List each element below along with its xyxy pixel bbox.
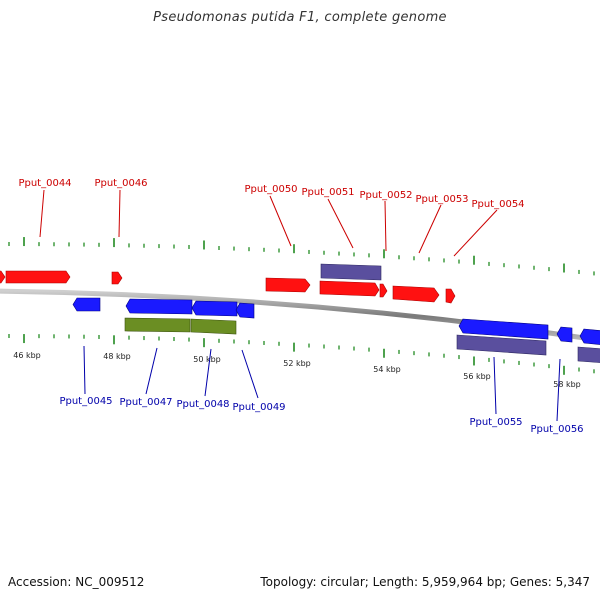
scale-labels: 46 kbp 48 kbp 50 kbp 52 kbp 54 kbp 56 kb… [13, 351, 581, 389]
scale-ticks-top [8, 237, 595, 276]
label-pput-0044[interactable]: Pput_0044 [18, 178, 71, 189]
green-features [124, 317, 237, 335]
gene-arrow-left-partial[interactable] [0, 270, 6, 284]
feature-0047-green[interactable] [124, 317, 191, 333]
scale-label-50kbp: 50 kbp [193, 355, 221, 364]
label-pput-0046[interactable]: Pput_0046 [94, 178, 147, 189]
purple-features [320, 263, 600, 363]
forward-labels: Pput_0044 Pput_0046 Pput_0050 Pput_0051 … [18, 178, 524, 210]
forward-genes [0, 270, 456, 304]
genome-summary-text: Topology: circular; Length: 5,959,964 bp… [260, 575, 590, 589]
scale-label-58kbp: 58 kbp [553, 380, 581, 389]
gene-arrow-0050[interactable] [265, 277, 311, 293]
reverse-labels: Pput_0045 Pput_0047 Pput_0048 Pput_0049 … [59, 396, 583, 435]
feature-0056-purple[interactable] [577, 346, 600, 363]
gene-arrow-0051[interactable] [319, 280, 380, 297]
gene-arrow-0053[interactable] [392, 285, 440, 303]
label-pput-0052[interactable]: Pput_0052 [359, 190, 412, 201]
label-pput-0054[interactable]: Pput_0054 [471, 199, 524, 210]
gene-arrow-0046[interactable] [111, 271, 123, 285]
gene-arrow-0052[interactable] [379, 283, 388, 298]
gene-arrow-right-partial[interactable] [579, 328, 600, 345]
gene-arrow-0048[interactable] [191, 300, 238, 317]
gene-arrow-0054[interactable] [445, 288, 456, 304]
feature-0051-purple[interactable] [320, 263, 382, 281]
gene-arrow-0056-small[interactable] [556, 326, 573, 343]
accession-text: Accession: NC_009512 [8, 575, 145, 589]
gene-arrow-0044[interactable] [5, 270, 71, 284]
scale-label-48kbp: 48 kbp [103, 352, 131, 361]
scale-label-54kbp: 54 kbp [373, 365, 401, 374]
gene-arrow-0055[interactable] [458, 318, 549, 340]
gene-arrow-0045[interactable] [72, 297, 101, 312]
label-pput-0047[interactable]: Pput_0047 [119, 397, 172, 408]
feature-0055-purple[interactable] [456, 334, 547, 356]
forward-label-lines [39, 189, 498, 257]
gene-arrow-0049[interactable] [235, 302, 255, 319]
label-pput-0045[interactable]: Pput_0045 [59, 396, 112, 407]
label-pput-0055[interactable]: Pput_0055 [469, 417, 522, 428]
label-pput-0053[interactable]: Pput_0053 [415, 194, 468, 205]
label-pput-0049[interactable]: Pput_0049 [232, 402, 285, 413]
scale-ticks-bottom [8, 334, 595, 375]
label-pput-0048[interactable]: Pput_0048 [176, 399, 229, 410]
genome-title: Pseudomonas putida F1, complete genome [153, 10, 447, 25]
label-pput-0051[interactable]: Pput_0051 [301, 187, 354, 198]
gene-arrow-0047[interactable] [125, 298, 193, 315]
label-pput-0050[interactable]: Pput_0050 [244, 184, 297, 195]
label-pput-0056[interactable]: Pput_0056 [530, 424, 583, 435]
reverse-label-lines [83, 345, 561, 422]
scale-label-56kbp: 56 kbp [463, 372, 491, 381]
scale-label-46kbp: 46 kbp [13, 351, 41, 360]
reverse-genes [72, 297, 600, 345]
scale-label-52kbp: 52 kbp [283, 359, 311, 368]
feature-0048-green[interactable] [190, 318, 237, 335]
